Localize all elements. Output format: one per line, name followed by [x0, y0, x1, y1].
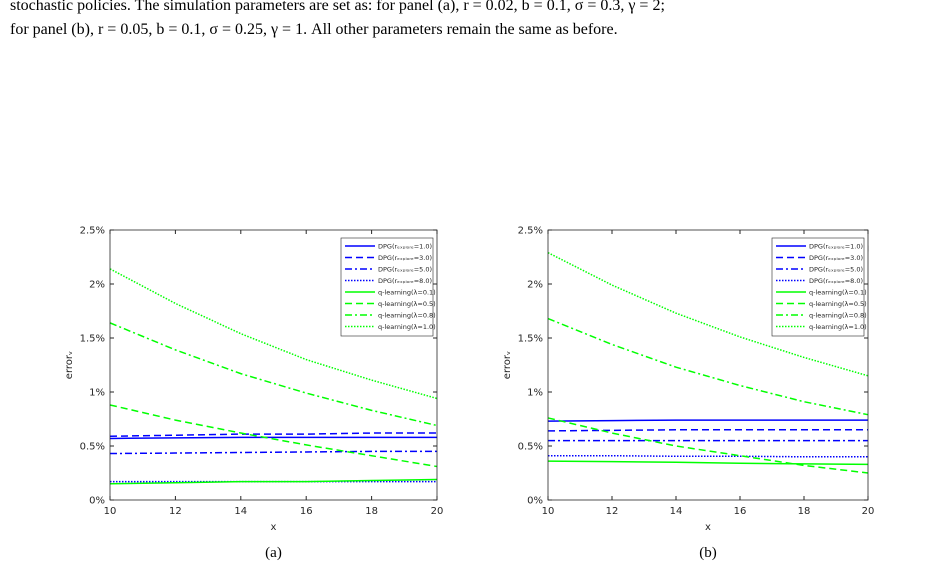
y-tick-label: 1.5% [80, 334, 105, 345]
series-line [109, 322, 438, 427]
chart: 0% 0.5% 1% 1.5% 2% 2.5% 10 12 14 16 18 20 x errorᵥ DPG… [64, 226, 443, 562]
y-tick-label: 1.5% [518, 334, 543, 345]
legend-label: DPG(rₑₓₚₗₒᵣₑ=1.0) [809, 243, 863, 251]
y-tick-label: 2% [527, 280, 543, 291]
legend-label: q-learning(λ=0.8) [378, 312, 436, 320]
series-line [547, 252, 869, 377]
y-tick-label: 0.5% [80, 442, 105, 453]
axes-box [547, 229, 869, 501]
legend-label: q-learning(λ=0.5) [809, 300, 867, 308]
y-tick-label: 2% [89, 280, 105, 291]
legend-label: DPG(rₑₓₚₗₒᵣₑ=8.0) [809, 277, 863, 285]
x-tick-label: 16 [300, 506, 313, 517]
legend: DPG(rₑₓₚₗₒᵣₑ=1.0) DPG(rₑₓₚₗₒᵣₑ=3.0) DPG(rₑ… [771, 237, 867, 337]
y-tick-label: 0% [89, 496, 105, 507]
caption: (a) [265, 545, 282, 561]
series-line [547, 429, 868, 432]
series-line [109, 450, 437, 455]
y-axis-label: errorᵥ [64, 351, 75, 379]
legend-box [340, 237, 434, 337]
legend-label: DPG(rₑₓₚₗₒᵣₑ=8.0) [378, 277, 432, 285]
x-tick-label: 14 [670, 506, 683, 517]
x-tick-label: 18 [365, 506, 378, 517]
series-line [547, 317, 869, 416]
series-line [109, 436, 437, 440]
legend-label: q-learning(λ=0.1) [809, 289, 867, 297]
y-tick-label: 2.5% [518, 226, 543, 237]
x-tick-label: 10 [104, 506, 117, 517]
paragraph-line: for panel (b), r = 0.05, b = 0.1, σ = 0.… [10, 21, 618, 38]
legend-label: DPG(rₑₓₚₗₒᵣₑ=1.0) [378, 243, 432, 251]
x-tick-label: 18 [798, 506, 811, 517]
chart: 0% 0.5% 1% 1.5% 2% 2.5% 10 12 14 16 18 20 x errorᵥ DPG… [502, 226, 874, 562]
series-line [547, 460, 869, 466]
y-tick-label: 0.5% [518, 442, 543, 453]
caption: (b) [699, 545, 717, 561]
y-tick-label: 1% [89, 388, 105, 399]
legend-label: q-learning(λ=0.1) [378, 289, 436, 297]
legend-label: q-learning(λ=1.0) [809, 323, 867, 331]
legend-label: q-learning(λ=1.0) [378, 323, 436, 331]
paragraph-line: stochastic policies. The simulation para… [10, 0, 665, 14]
series-line [109, 404, 438, 468]
legend-label: q-learning(λ=0.5) [378, 300, 436, 308]
y-tick-label: 1% [527, 388, 543, 399]
legend-label: DPG(rₑₓₚₗₒᵣₑ=5.0) [378, 266, 432, 274]
x-tick-label: 12 [169, 506, 182, 517]
x-tick-label: 16 [734, 506, 747, 517]
y-axis-label: errorᵥ [502, 351, 513, 379]
legend: DPG(rₑₓₚₗₒᵣₑ=1.0) DPG(rₑₓₚₗₒᵣₑ=3.0) DPG(rₑ… [340, 237, 436, 337]
series-line [109, 268, 438, 400]
x-tick-label: 14 [234, 506, 247, 517]
series-line [109, 478, 438, 485]
x-tick-label: 12 [606, 506, 619, 517]
axes-box [109, 229, 438, 501]
legend-label: DPG(rₑₓₚₗₒᵣₑ=3.0) [378, 254, 432, 262]
y-tick-label: 2.5% [80, 226, 105, 237]
legend-label: q-learning(λ=0.8) [809, 312, 867, 320]
x-tick-label: 20 [862, 506, 875, 517]
series-line [547, 419, 868, 422]
x-axis-label: x [271, 522, 277, 533]
legend-label: DPG(rₑₓₚₗₒᵣₑ=5.0) [809, 266, 863, 274]
legend-box [771, 237, 865, 337]
x-tick-label: 10 [542, 506, 555, 517]
legend-label: DPG(rₑₓₚₗₒᵣₑ=3.0) [809, 254, 863, 262]
series-line [548, 454, 868, 458]
x-axis-label: x [705, 522, 711, 533]
y-tick-label: 0% [527, 496, 543, 507]
x-tick-label: 20 [431, 506, 444, 517]
